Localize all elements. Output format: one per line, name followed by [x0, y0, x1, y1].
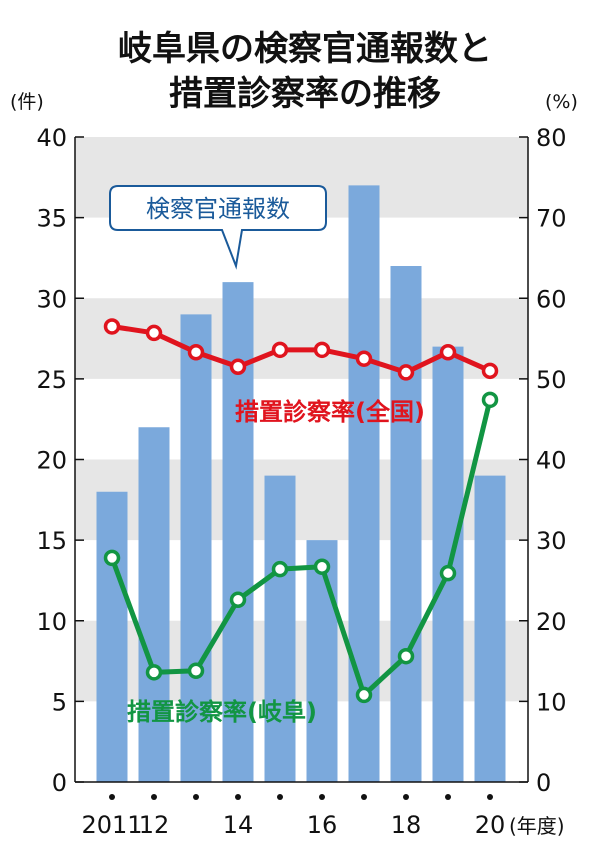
right-axis-unit: (%) — [545, 91, 578, 113]
x-tick-dot — [151, 794, 157, 800]
bar — [474, 475, 506, 782]
series-label-national: 措置診察率(全国) — [235, 398, 425, 426]
x-tick-dot — [361, 794, 367, 800]
bar — [138, 427, 170, 782]
right-tick-label: 50 — [536, 366, 567, 394]
bar — [180, 314, 212, 782]
series-line-gifu — [109, 399, 493, 698]
series-point-gifu — [145, 664, 163, 681]
series-point-national — [271, 341, 289, 359]
right-tick-label: 80 — [536, 124, 567, 152]
left-axis-unit: (件) — [10, 91, 44, 113]
left-tick-label: 30 — [36, 285, 67, 313]
series-point-national — [145, 324, 163, 342]
x-tick-dot — [109, 794, 115, 800]
series-point-gifu — [481, 391, 499, 409]
series-label-gifu: 措置診察率(岐阜) — [127, 698, 317, 726]
bar — [306, 540, 338, 782]
callout-label: 検察官通報数 — [146, 195, 290, 223]
right-tick-label: 0 — [536, 769, 551, 797]
left-tick-label: 15 — [36, 527, 67, 555]
bar — [264, 475, 296, 782]
chart-title-line-1: 岐阜県の検察官通報数と — [118, 29, 492, 69]
series-point-gifu — [313, 558, 331, 575]
x-tick-label: 20 — [475, 811, 506, 839]
callout: 検察官通報数 — [109, 185, 327, 270]
x-tick-label: 12 — [139, 811, 170, 839]
series-point-national — [439, 344, 457, 361]
callout-box — [109, 185, 327, 270]
left-tick-label: 5 — [52, 688, 67, 716]
x-tick-label: 2011 — [81, 811, 142, 839]
left-tick-label: 10 — [36, 608, 67, 636]
x-tick-dot — [487, 794, 493, 800]
series-point-gifu — [397, 647, 415, 665]
series-point-gifu — [103, 549, 121, 567]
series-point-gifu — [355, 686, 373, 704]
right-axis-ticks: 0 10 20 30 40 50 60 70 80 — [519, 124, 567, 797]
bar — [96, 491, 128, 782]
x-tick-dot — [235, 794, 241, 800]
left-tick-label: 0 — [52, 769, 67, 797]
x-tick-label: 16 — [307, 811, 338, 839]
left-axis-ticks: 0 5 10 15 20 25 30 35 40 — [36, 124, 84, 797]
line-series — [103, 318, 499, 704]
right-tick-label: 70 — [536, 205, 567, 233]
left-tick-label: 25 — [36, 366, 67, 394]
bar — [390, 266, 422, 782]
x-tick-dot — [193, 794, 199, 800]
x-tick-dot — [277, 794, 283, 800]
series-point-national — [103, 318, 121, 335]
series-point-gifu — [439, 564, 457, 582]
series-point-national — [397, 364, 415, 381]
series-point-gifu — [271, 560, 289, 578]
left-tick-label: 40 — [36, 124, 67, 152]
x-tick-dot — [319, 794, 325, 800]
series-point-national — [187, 344, 205, 361]
x-axis-unit: (年度) — [509, 814, 565, 838]
series-point-national — [313, 341, 331, 359]
x-tick-dot — [445, 794, 451, 800]
x-tick-label: 14 — [223, 811, 254, 839]
right-tick-label: 60 — [536, 285, 567, 313]
right-tick-label: 10 — [536, 688, 567, 716]
series-point-gifu — [229, 591, 247, 609]
left-tick-label: 20 — [36, 447, 67, 475]
left-tick-label: 35 — [36, 205, 67, 233]
series-point-national — [355, 350, 373, 367]
x-tick-dot — [403, 794, 409, 800]
right-tick-label: 40 — [536, 447, 567, 475]
chart-title-line-2: 措置診察率の推移 — [169, 74, 441, 114]
right-tick-label: 30 — [536, 527, 567, 555]
series-line-national — [111, 323, 492, 375]
series-point-gifu — [187, 662, 205, 679]
right-tick-label: 20 — [536, 608, 567, 636]
bar-series — [96, 185, 506, 782]
series-point-national — [481, 362, 499, 380]
series-point-national — [229, 358, 247, 376]
x-tick-label: 18 — [391, 811, 422, 839]
